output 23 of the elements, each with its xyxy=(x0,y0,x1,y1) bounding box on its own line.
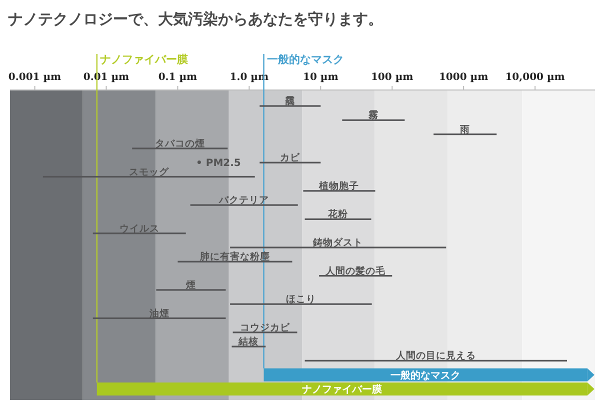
y-tick-label: タバコの煙 xyxy=(154,137,205,150)
y-tick-label: カビ xyxy=(280,152,302,164)
y-tick-label: ほこり xyxy=(286,294,316,306)
y-tick-label: 雨 xyxy=(459,124,470,136)
y-tick-label: 人間の髪の毛 xyxy=(324,264,387,277)
y-tick-label: ナノファイバー膜 xyxy=(302,384,384,396)
annotation: • PM2.5 xyxy=(196,158,241,169)
y-tick-label: 鋳物ダスト xyxy=(312,236,364,248)
x-tick-label: 100 µm xyxy=(370,72,414,83)
y-tick-label: 結核 xyxy=(238,336,259,348)
x-tick-label: 10,000 µm xyxy=(505,72,566,83)
y-tick-label: 霧 xyxy=(367,109,378,122)
y-tick-label: 油煙 xyxy=(148,307,170,320)
x-tick-label: 10 µm xyxy=(302,72,339,83)
y-tick-label: 植物胞子 xyxy=(318,180,360,192)
chart-title: ナノテクノロジーで、大気汚染からあなたを守ります。 xyxy=(8,10,383,28)
y-tick-label: 人間の目に見える xyxy=(394,350,476,362)
x-tick-label: 1000 µm xyxy=(438,72,489,83)
y-tick-label: 靄 xyxy=(285,95,296,107)
y-tick-label: 花粉 xyxy=(327,208,350,220)
x-tick-label: 0.001 µm xyxy=(8,72,62,83)
y-tick-label: 煙 xyxy=(184,278,196,291)
x-tick-label: 0.1 µm xyxy=(158,72,198,83)
